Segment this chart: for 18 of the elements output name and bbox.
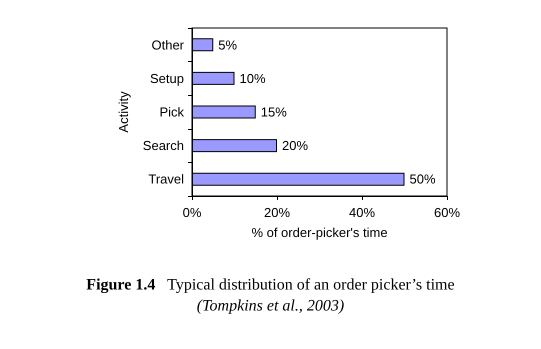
text: Figure 1.4 Typical distribution of an order picker’s time	[86, 276, 455, 294]
y-tick-label: Other	[151, 37, 185, 52]
data-label: 10%	[240, 70, 266, 86]
x-tick-label: 20%	[264, 205, 290, 220]
x-tick-label: 40%	[348, 205, 376, 220]
data-label: 15%	[260, 104, 288, 120]
y-tick-label: Pick	[159, 104, 184, 120]
text: (Tompkins et al., 2003)	[196, 298, 344, 314]
data-label: 20%	[282, 138, 308, 154]
data-label: 50%	[410, 172, 436, 187]
y-tick-label: Search	[142, 138, 184, 154]
y-tick-label: Setup	[150, 70, 184, 86]
x-tick-label: 60%	[434, 205, 460, 220]
y-tick-label: Travel	[148, 172, 184, 187]
x-axis-title: % of order-picker's time	[251, 225, 388, 240]
data-label: 5%	[218, 37, 238, 52]
y-axis-title: Activity	[116, 90, 131, 133]
x-tick-label: 0%	[182, 205, 202, 220]
